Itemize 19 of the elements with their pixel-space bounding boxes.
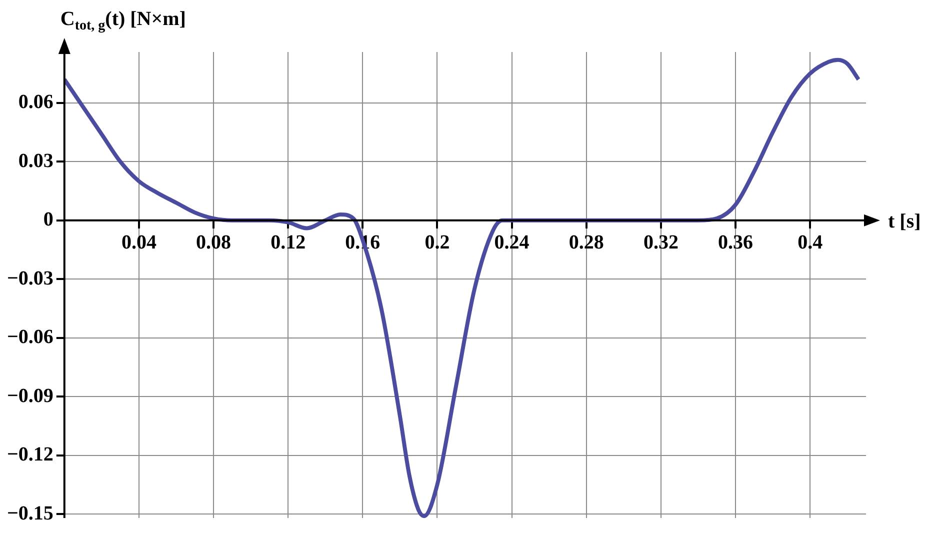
x-tick-label: 0.24: [494, 232, 530, 254]
y-tick-label: −0.09: [6, 384, 54, 407]
x-tick-label: 0.4: [798, 232, 823, 254]
y-tick-label: 0: [43, 208, 54, 231]
x-tick-label: 0.32: [643, 232, 678, 254]
line-series: [64, 58, 861, 518]
y-tick-label: −0.12: [6, 444, 54, 466]
y-tick-label: −0.03: [6, 267, 54, 290]
y-tick-label: 0.06: [18, 91, 54, 114]
x-axis-title: t [s]: [888, 210, 921, 233]
x-tick-label: 0.36: [718, 232, 754, 254]
x-tick-label: 0.08: [196, 232, 232, 254]
x-tick-label: 0.28: [568, 232, 604, 254]
y-tick-label: 0.03: [18, 150, 54, 172]
x-tick-label: 0.2: [424, 232, 450, 254]
x-tick-label: 0.04: [121, 232, 156, 254]
y-tick-label: −0.15: [6, 502, 54, 524]
y-tick-label: −0.06: [6, 326, 54, 348]
x-tick-label: 0.12: [270, 232, 306, 254]
